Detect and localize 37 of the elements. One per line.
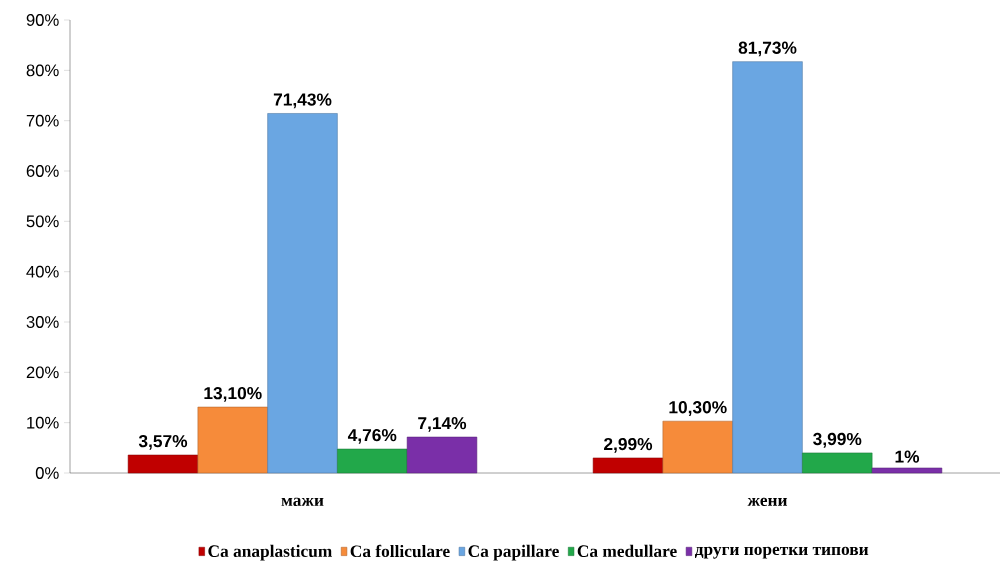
y-tick-label: 20% bbox=[26, 366, 59, 379]
data-label: 4,76% bbox=[347, 428, 397, 444]
bar bbox=[871, 467, 943, 474]
y-tick-label: 70% bbox=[26, 114, 59, 127]
y-tick-label: 10% bbox=[27, 416, 59, 429]
data-label: 3,57% bbox=[138, 434, 188, 450]
data-label: 3,99% bbox=[813, 432, 862, 448]
bar bbox=[592, 457, 664, 474]
y-tick-label: 80% bbox=[26, 64, 59, 77]
data-label: 10,30% bbox=[669, 401, 727, 416]
data-label: 13,10% bbox=[204, 387, 262, 402]
legend-label: Ca anaplasticum bbox=[208, 544, 332, 561]
y-tick-label: 50% bbox=[26, 215, 59, 228]
bar bbox=[197, 406, 268, 474]
legend-label: Ca medullare bbox=[577, 544, 677, 558]
bar bbox=[127, 454, 199, 474]
y-tick-label: 0% bbox=[35, 467, 59, 479]
bar bbox=[267, 113, 338, 474]
data-label: 7,14% bbox=[418, 417, 467, 432]
bar bbox=[732, 61, 803, 474]
data-label: 2,99% bbox=[604, 437, 653, 453]
y-tick-label: 40% bbox=[26, 265, 59, 278]
legend-label: Ca papillare bbox=[468, 544, 559, 561]
y-tick-label: 60% bbox=[26, 165, 59, 177]
bar bbox=[337, 448, 408, 474]
data-label: 1% bbox=[895, 450, 920, 463]
bar bbox=[802, 452, 873, 474]
legend-label: Ca folliculare bbox=[350, 544, 450, 558]
x-tick-label: мажи bbox=[281, 497, 324, 507]
y-tick-label: 30% bbox=[26, 316, 59, 328]
data-label: 71,43% bbox=[273, 93, 332, 109]
bar bbox=[406, 436, 478, 474]
data-label: 81,73% bbox=[738, 41, 797, 57]
legend-label: други поретки типови bbox=[694, 546, 869, 559]
bar bbox=[662, 420, 733, 474]
x-tick-label: жени bbox=[747, 497, 788, 507]
y-tick-label: 90% bbox=[26, 14, 59, 26]
